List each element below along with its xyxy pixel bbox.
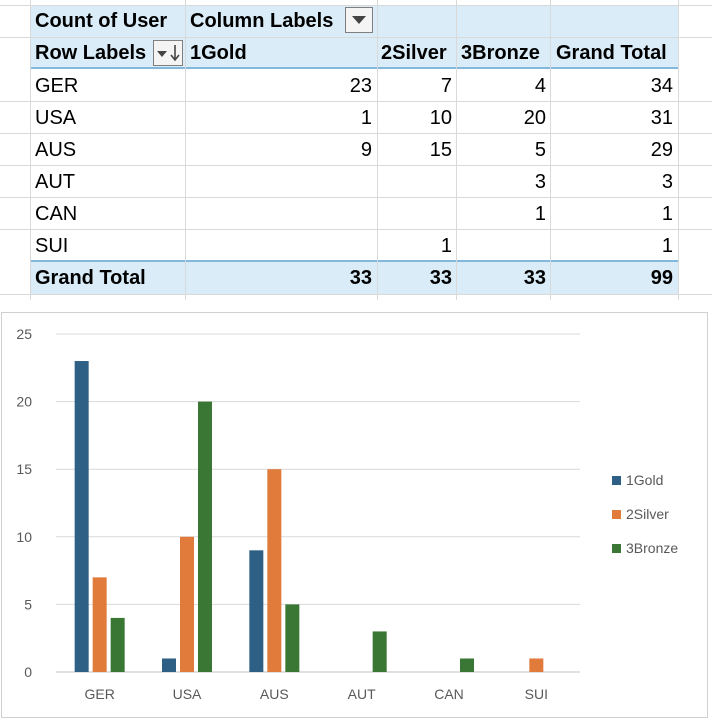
total-value: 33 [429,267,452,289]
x-tick-label: USA [173,686,202,702]
grid-line [0,5,712,6]
x-tick-label: CAN [434,686,464,702]
chevron-down-icon [157,51,167,57]
row-label: GER [35,75,79,97]
total-value: 33 [349,267,372,289]
legend-swatch [612,544,621,553]
cell-value [460,230,546,262]
cell-value: 34 [650,75,673,97]
cell-value: 4 [534,75,546,97]
y-tick-label: 20 [16,394,32,410]
cell-value [190,230,372,262]
cell-value: 3 [534,171,546,193]
grid-line [456,0,457,300]
cell-value: 15 [429,139,452,161]
pivot-table: Count of User Column Labels Row Labels 1… [0,0,712,300]
cell-value: 20 [523,107,546,129]
x-tick-label: SUI [525,686,548,702]
grid-line [0,133,712,134]
chevron-down-icon [352,16,366,24]
cell-value: 1 [360,107,372,129]
legend-swatch [612,476,621,485]
bar [180,536,194,672]
grid-line [0,229,712,230]
grid-line [0,37,712,38]
pivot-total-band [30,262,678,294]
grid-line [377,0,378,300]
legend-label: 1Gold [626,472,663,488]
row-label: AUS [35,139,77,161]
cell-value: 1 [534,203,546,225]
sort-descending-icon [170,45,180,62]
bar [249,550,264,672]
x-tick-label: AUS [260,686,289,702]
total-value: 99 [650,267,673,289]
bar [198,401,212,672]
row-labels-sort-filter-button[interactable] [153,40,183,66]
cell-value [380,198,452,230]
column-labels-filter-button[interactable] [345,7,373,33]
column-header-1gold: 1Gold [190,42,247,64]
bar [92,577,107,672]
cell-value: 9 [360,139,372,161]
cell-value: 1 [661,203,673,225]
grid-line [185,0,186,300]
pivot-header-divider [30,67,678,69]
y-tick-label: 10 [16,529,32,545]
bar [110,617,125,672]
row-label: AUT [35,171,75,193]
row-labels-header: Row Labels [35,42,147,64]
chart-canvas: 0 5 10 15 20 25 GER USA AUS AUT CAN SUI 1Gold 2Silver… [16,326,678,702]
cell-value: 10 [429,107,452,129]
grid-line [0,101,712,102]
grand-total-label: Grand Total [35,267,146,289]
y-tick-label: 0 [24,664,32,680]
legend-label: 2Silver [626,506,669,522]
legend-label: 3Bronze [626,540,678,556]
y-tick-label: 25 [16,326,32,342]
x-tick-label: GER [84,686,114,702]
cell-value [380,166,452,198]
pivot-total-divider [30,260,678,262]
total-value: 33 [523,267,546,289]
y-tick-label: 15 [16,461,32,477]
grid-line [0,197,712,198]
column-labels-header: Column Labels [190,10,334,32]
pivot-chart[interactable]: 0 5 10 15 20 25 GER USA AUS AUT CAN SUI 1Gold 2Silver… [1,312,708,718]
cell-value [190,166,372,198]
cell-value: 3 [661,171,673,193]
grid-line [0,294,712,295]
legend-swatch [612,510,621,519]
grid-line [678,0,679,300]
cell-value: 23 [349,75,372,97]
bar [267,469,282,672]
cell-value: 1 [661,235,673,257]
x-tick-label: AUT [348,686,376,702]
row-label: SUI [35,235,69,257]
cell-value [190,198,372,230]
row-label: USA [35,107,77,129]
value-field-label: Count of User [35,10,168,32]
y-tick-label: 5 [24,596,32,612]
bar [372,631,387,672]
cell-value: 7 [440,75,452,97]
column-header-2silver: 2Silver [381,42,447,64]
column-header-grand-total: Grand Total [556,42,667,64]
grid-line [550,0,551,300]
cell-value: 29 [650,139,673,161]
cell-value: 31 [650,107,673,129]
cell-value: 1 [440,235,452,257]
bar [74,361,89,672]
cell-value: 5 [534,139,546,161]
grid-line [0,165,712,166]
bar [460,658,474,672]
bar [162,658,176,672]
bar [285,604,300,672]
column-header-3bronze: 3Bronze [461,42,540,64]
grid-line [30,0,31,300]
bar [529,658,544,672]
row-label: CAN [35,203,78,225]
